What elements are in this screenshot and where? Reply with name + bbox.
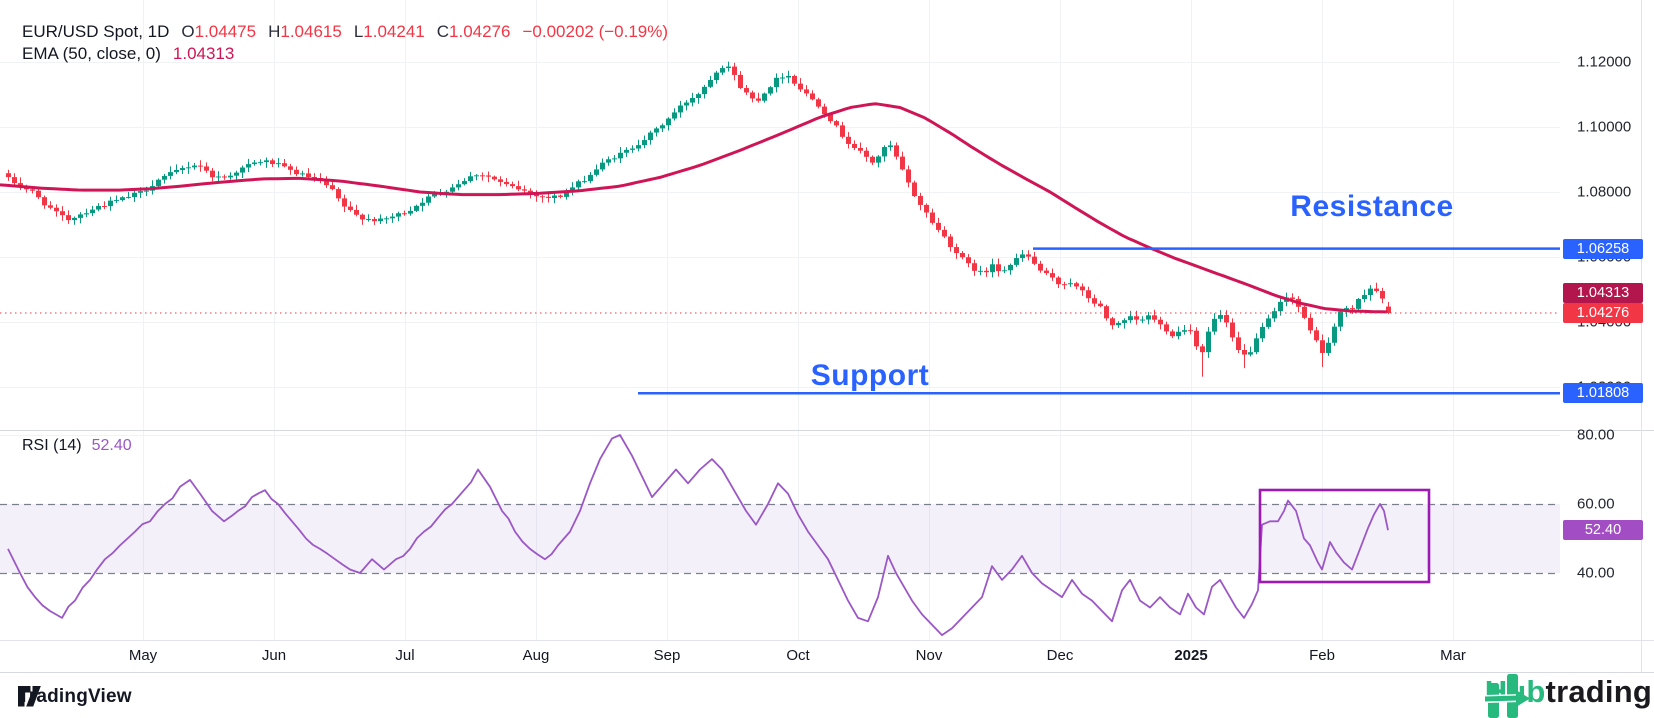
time-tick-aug: Aug: [522, 647, 550, 664]
ohlc-open: O1.04475: [181, 22, 257, 41]
symbol-legend[interactable]: EUR/USD Spot, 1D O1.04475 H1.04615 L1.04…: [22, 22, 668, 42]
ohlc-low: L1.04241: [353, 22, 425, 41]
time-tick-dec: Dec: [1046, 647, 1074, 664]
support-price-label: 1.01808: [1563, 383, 1643, 403]
resistance-price-label: 1.06258: [1563, 239, 1643, 259]
last-price-label: 1.04276: [1563, 303, 1643, 323]
time-tick-feb: Feb: [1309, 647, 1335, 664]
symbol-title: EUR/USD Spot, 1D: [22, 22, 170, 41]
tradingview-icon: [18, 686, 41, 707]
ohlc-high: H1.04615: [268, 22, 342, 41]
time-tick-may: May: [128, 647, 158, 664]
rsi-tick: 60.00: [1577, 495, 1615, 513]
price-tick: 1.12000: [1577, 53, 1632, 71]
time-tick-jul: Jul: [395, 647, 415, 664]
price-tick: 1.10000: [1577, 118, 1632, 136]
chart-canvas[interactable]: [0, 0, 1654, 674]
panel-dividers: [0, 0, 1654, 673]
time-tick-jun: Jun: [261, 647, 287, 664]
time-tick-sep: Sep: [653, 647, 681, 664]
candlestick-series: [6, 61, 1391, 377]
rsi-highlight-box[interactable]: [1258, 488, 1431, 584]
rsi-tick: 80.00: [1577, 426, 1615, 444]
support-annotation[interactable]: Support: [810, 359, 930, 392]
price-tick: 1.08000: [1577, 183, 1632, 201]
ema-title: EMA (50, close, 0): [22, 44, 161, 63]
resistance-annotation[interactable]: Resistance: [1290, 190, 1454, 223]
rsi-tick: 40.00: [1577, 564, 1615, 582]
price-change: −0.00202 (−0.19%): [522, 22, 669, 41]
rsi-line[interactable]: [7, 434, 1389, 636]
rsi-band: [0, 503, 1560, 575]
ema-value: 1.04313: [172, 44, 235, 63]
time-tick-nov: Nov: [915, 647, 943, 664]
rsi-title: RSI (14): [22, 437, 82, 454]
ema-legend[interactable]: EMA (50, close, 0) 1.04313: [22, 44, 234, 64]
hubtrading-icon: [1484, 674, 1530, 718]
rsi-value-label: 52.40: [1563, 520, 1643, 540]
ohlc-close: C1.04276: [436, 22, 511, 41]
ema-price-label: 1.04313: [1563, 283, 1643, 303]
tradingview-label: TradingView: [18, 686, 132, 707]
time-tick-mar: Mar: [1440, 647, 1466, 664]
rsi-legend[interactable]: RSI (14) 52.40: [22, 437, 132, 455]
grid: [0, 0, 1560, 640]
hubtrading-logo[interactable]: Hubtrading: [1484, 674, 1652, 718]
tradingview-logo[interactable]: TradingView: [18, 686, 132, 708]
time-tick-2025: 2025: [1174, 647, 1208, 664]
time-tick-oct: Oct: [786, 647, 810, 664]
rsi-value: 52.40: [91, 437, 132, 454]
ema-line[interactable]: [0, 102, 1388, 314]
